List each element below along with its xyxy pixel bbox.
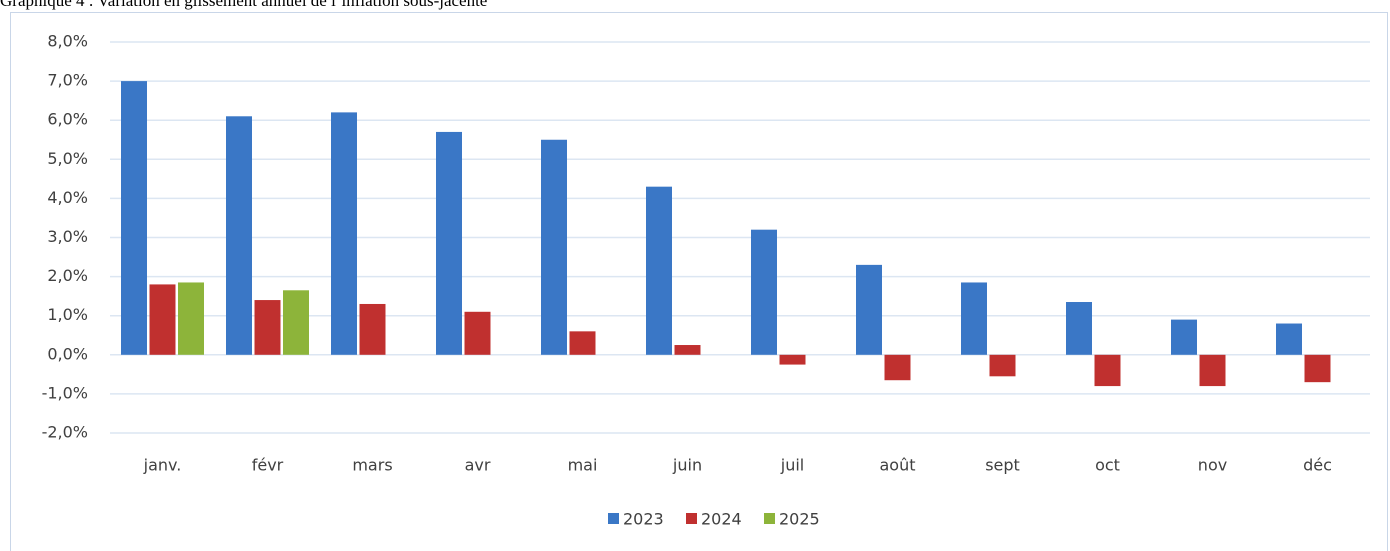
y-tick-label: 2,0%	[47, 266, 88, 285]
bar	[884, 354, 911, 381]
x-tick-label: mai	[568, 456, 598, 475]
bar	[569, 331, 596, 355]
x-tick-label: août	[879, 456, 915, 475]
bar	[1304, 354, 1331, 383]
x-tick-label: févr	[252, 456, 284, 475]
bar	[1199, 354, 1226, 387]
bar	[1066, 302, 1092, 355]
x-tick-label: mars	[352, 456, 392, 475]
x-tick-label: avr	[465, 456, 491, 475]
bar	[1276, 323, 1302, 355]
bar	[178, 282, 204, 355]
bar	[961, 282, 987, 355]
legend-label: 2023	[623, 510, 664, 529]
x-tick-label: juin	[672, 456, 702, 475]
y-tick-label: 4,0%	[47, 188, 88, 207]
y-tick-label: 1,0%	[47, 305, 88, 324]
bar	[779, 354, 806, 365]
y-tick-label: 8,0%	[47, 32, 88, 51]
bar	[331, 112, 357, 355]
bar	[1094, 354, 1121, 387]
bar	[254, 300, 281, 355]
y-tick-label: 7,0%	[47, 71, 88, 90]
x-tick-label: nov	[1198, 456, 1227, 475]
y-tick-label: 6,0%	[47, 110, 88, 129]
bar	[674, 345, 701, 355]
bar	[464, 311, 491, 355]
x-tick-label: janv.	[143, 456, 182, 475]
y-tick-label: 5,0%	[47, 149, 88, 168]
bar	[1171, 319, 1197, 355]
bar	[359, 303, 386, 355]
chart-title: Graphique 4 : Variation en glissement an…	[0, 0, 487, 10]
x-tick-label: déc	[1303, 456, 1332, 475]
y-tick-label: 3,0%	[47, 227, 88, 246]
bar	[226, 116, 252, 355]
x-tick-label: juil	[780, 456, 804, 475]
bar	[989, 354, 1016, 377]
legend-label: 2025	[779, 510, 820, 529]
bar	[149, 284, 176, 355]
y-tick-label: -2,0%	[42, 423, 88, 442]
legend-swatch	[608, 513, 619, 524]
y-tick-label: 0,0%	[47, 344, 88, 363]
legend-swatch	[686, 513, 697, 524]
bar	[436, 131, 462, 355]
bar	[751, 229, 777, 355]
x-tick-label: sept	[985, 456, 1020, 475]
legend-label: 2024	[701, 510, 742, 529]
legend-swatch	[764, 513, 775, 524]
bar	[283, 290, 309, 355]
x-tick-label: oct	[1095, 456, 1120, 475]
bar	[541, 139, 567, 355]
bar	[856, 264, 882, 355]
y-tick-label: -1,0%	[42, 383, 88, 402]
bar	[121, 81, 147, 355]
bar	[646, 186, 672, 355]
